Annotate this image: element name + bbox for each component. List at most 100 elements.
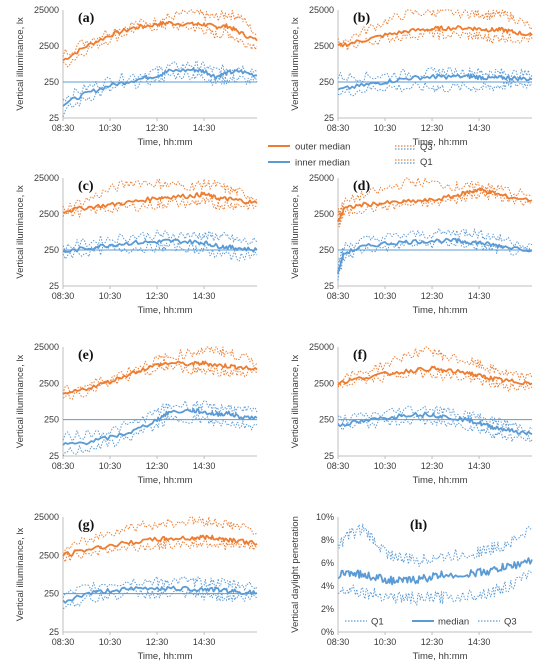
- outer-outer-median-line: [62, 20, 258, 62]
- legend-q3-label: Q3: [420, 142, 433, 153]
- x-tick-label: 12:30: [146, 461, 169, 471]
- x-axis-label: Time, hh:mm: [137, 651, 192, 662]
- x-axis-label: Time, hh:mm: [412, 137, 467, 148]
- x-tick-label: 08:30: [52, 123, 75, 133]
- outer-Q1-line: [62, 20, 258, 68]
- y-tick-label: 25000: [309, 5, 334, 15]
- x-tick-label: 14:30: [193, 291, 216, 301]
- y-axis-label: Vertical illuminance, lx: [15, 185, 26, 279]
- outer-Q1-line: [337, 368, 533, 392]
- outer-outer-median-line: [337, 187, 533, 222]
- y-axis-label: Vertical illuminance, lx: [15, 355, 26, 449]
- y-axis-label: Vertical illuminance, lx: [290, 185, 301, 279]
- x-tick-label: 12:30: [421, 637, 444, 647]
- y-tick-label: 250: [44, 415, 59, 425]
- y-tick-label: 25: [49, 451, 59, 461]
- panel-b: 25 250 2500 25000 08:30 10:30 12:30 14:30Time, …: [290, 5, 533, 148]
- panel-label: (g): [78, 518, 95, 533]
- outer-Q1-line: [337, 189, 533, 228]
- legend-q1-label: Q1: [420, 157, 433, 168]
- x-tick-label: 12:30: [146, 291, 169, 301]
- inner-Q3-line: [337, 66, 533, 83]
- panel-label: (d): [353, 179, 370, 194]
- inner-inner-median-line: [62, 408, 258, 446]
- panel-d: 25 250 2500 25000 08:30 10:30 12:30 14:30Time, …: [290, 173, 533, 316]
- y-tick-label: 250: [319, 77, 334, 87]
- y-tick-label: 2500: [314, 378, 334, 388]
- x-tick-label: 14:30: [193, 461, 216, 471]
- y-tick-label: 2%: [321, 604, 334, 614]
- y-tick-label: 250: [44, 77, 59, 87]
- x-tick-label: 14:30: [468, 637, 491, 647]
- inner-Q3-line: [337, 228, 533, 269]
- y-axis-label: Vertical daylight penetration: [290, 516, 301, 633]
- inner-inner-median-line: [62, 585, 258, 604]
- legend-h: Q1 median Q3: [345, 617, 517, 628]
- y-tick-label: 25: [49, 113, 59, 123]
- legend-h-q3-label: Q3: [504, 617, 517, 628]
- y-tick-label: 25000: [34, 5, 59, 15]
- x-tick-label: 10:30: [374, 637, 397, 647]
- y-tick-label: 4%: [321, 581, 334, 591]
- inner-Q1-line: [62, 71, 258, 118]
- legend-top: outer median inner median Q3 Q1: [268, 142, 433, 169]
- y-tick-label: 2500: [314, 209, 334, 219]
- y-axis-label: Vertical illuminance, lx: [290, 17, 301, 111]
- inner-Q1-line: [337, 79, 533, 97]
- inner-inner-median-line: [62, 67, 258, 107]
- y-tick-label: 250: [44, 589, 59, 599]
- y-tick-label: 25: [49, 627, 59, 637]
- h-Q3-line: [337, 523, 533, 567]
- outer-Q1-line: [62, 197, 258, 218]
- y-tick-label: 2500: [39, 209, 59, 219]
- outer-Q3-line: [62, 346, 258, 394]
- h-median-line: [337, 557, 533, 586]
- outer-Q1-line: [62, 538, 258, 563]
- x-tick-label: 10:30: [374, 291, 397, 301]
- y-tick-label: 25000: [34, 512, 59, 522]
- inner-inner-median-line: [337, 237, 533, 274]
- panel-e: 25 250 2500 25000 08:30 10:30 12:30 14:30Time, …: [15, 342, 258, 486]
- outer-outer-median-line: [62, 191, 258, 214]
- x-tick-label: 08:30: [327, 461, 350, 471]
- panel-label: (a): [78, 11, 95, 26]
- x-tick-label: 14:30: [468, 123, 491, 133]
- y-tick-label: 8%: [321, 535, 334, 545]
- y-tick-label: 25: [49, 281, 59, 291]
- x-axis-label: Time, hh:mm: [412, 475, 467, 486]
- inner-inner-median-line: [337, 73, 533, 91]
- panel-label: (e): [78, 348, 94, 363]
- x-tick-label: 12:30: [421, 291, 444, 301]
- y-axis-label: Vertical illuminance, lx: [15, 528, 26, 622]
- x-tick-label: 08:30: [327, 123, 350, 133]
- outer-outer-median-line: [62, 534, 258, 557]
- x-tick-label: 12:30: [421, 123, 444, 133]
- x-tick-label: 10:30: [99, 637, 122, 647]
- y-tick-label: 25000: [309, 173, 334, 183]
- inner-Q1-line: [337, 238, 533, 281]
- inner-Q1-line: [337, 415, 533, 443]
- x-tick-label: 08:30: [52, 461, 75, 471]
- legend-h-median-label: median: [438, 617, 469, 628]
- h-Q1-line: [337, 570, 533, 606]
- y-tick-label: 25000: [309, 342, 334, 352]
- y-tick-label: 10%: [316, 512, 334, 522]
- panel-a: 25 250 2500 25000 08:30 10:30 12:30 14:30Time, …: [15, 5, 258, 148]
- panel-f: 25 250 2500 25000 08:30 10:30 12:30 14:30Time, …: [290, 342, 533, 486]
- outer-Q1-line: [62, 363, 258, 400]
- x-tick-label: 10:30: [374, 123, 397, 133]
- outer-outer-median-line: [337, 25, 533, 48]
- y-tick-label: 2500: [39, 550, 59, 560]
- inner-Q3-line: [337, 405, 533, 433]
- outer-Q3-line: [337, 9, 533, 48]
- y-tick-label: 250: [319, 415, 334, 425]
- y-tick-label: 6%: [321, 558, 334, 568]
- panel-label: (b): [353, 11, 370, 26]
- legend-inner-median-label: inner median: [295, 158, 350, 169]
- panel-label: (h): [410, 518, 427, 533]
- x-tick-label: 08:30: [327, 637, 350, 647]
- x-axis-label: Time, hh:mm: [412, 651, 467, 662]
- y-tick-label: 25: [324, 281, 334, 291]
